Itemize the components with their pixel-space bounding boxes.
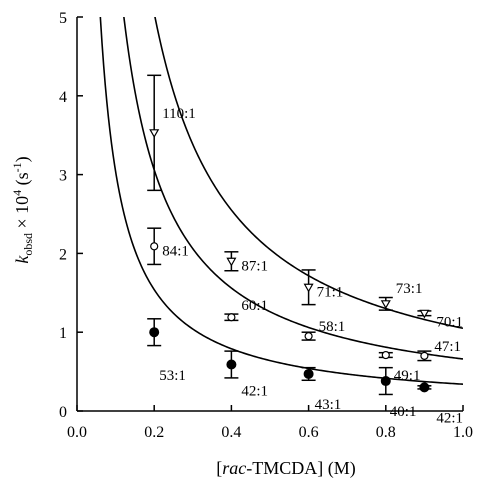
- x-axis-title-italic: rac: [222, 458, 246, 478]
- x-axis-title-part: -TMCDA] (M): [246, 458, 356, 479]
- y-tick-label: 5: [59, 10, 67, 27]
- x-tick-label: 0.0: [67, 424, 87, 441]
- data-label: 70:1: [436, 314, 463, 330]
- x-tick-label: 0.2: [144, 424, 164, 441]
- x-tick-label: 0.6: [299, 424, 319, 441]
- y-axis-title: kobsd × 104 (s-1): [10, 156, 35, 263]
- data-point-triangle: [226, 257, 237, 267]
- y-tick-label: 1: [59, 325, 67, 342]
- data-point-open-circle: [420, 351, 429, 360]
- data-point-open-circle: [381, 350, 390, 360]
- fit-curve: [99, 17, 463, 386]
- y-tick-label: 2: [59, 246, 67, 263]
- x-axis-title-part: [: [216, 458, 222, 478]
- y-axis-title-part: (s: [12, 172, 33, 190]
- data-point-triangle: [303, 283, 314, 293]
- data-point-open-circle: [304, 332, 313, 341]
- data-label: 40:1: [390, 404, 417, 420]
- x-tick-label: 0.4: [221, 424, 241, 441]
- data-label: 58:1: [319, 319, 346, 335]
- data-point-open-circle: [227, 313, 236, 322]
- data-label: 87:1: [241, 258, 268, 274]
- data-label: 73:1: [396, 281, 423, 297]
- y-axis-title-part: ): [12, 156, 33, 162]
- data-label: 60:1: [241, 298, 268, 314]
- data-point-filled-circle: [226, 359, 237, 370]
- data-label: 42:1: [241, 384, 268, 400]
- data-label: 43:1: [315, 397, 342, 413]
- y-axis-title-k: k: [12, 255, 32, 264]
- data-point-triangle: [149, 129, 160, 139]
- data-point-filled-circle: [149, 327, 160, 338]
- data-point-filled-circle: [419, 382, 430, 393]
- data-point-triangle: [380, 300, 391, 310]
- data-point-triangle: [419, 309, 430, 319]
- x-tick-label: 0.8: [376, 424, 396, 441]
- data-label: 47:1: [434, 339, 461, 355]
- plot-area: 0.0 0.2 0.4 0.6 0.8 1.0 0 1 2 3 4 5 110:1 87:1 71:1 73:…: [59, 10, 473, 441]
- y-axis-title-sup: -1: [10, 162, 24, 172]
- y-tick-label: 3: [59, 168, 67, 185]
- y-axis-title-sub: obsd: [21, 233, 35, 256]
- x-tick-label: 1.0: [453, 424, 473, 441]
- y-tick-label: 0: [59, 404, 67, 421]
- data-point-filled-circle: [380, 376, 391, 387]
- data-point-open-circle: [150, 242, 159, 251]
- data-label: 53:1: [159, 368, 186, 384]
- y-axis-title-part: × 10: [12, 196, 32, 233]
- y-axis-title-sup: 4: [10, 190, 24, 196]
- data-point-filled-circle: [303, 368, 314, 379]
- fit-curve: [154, 17, 463, 330]
- data-label: 84:1: [162, 243, 189, 259]
- data-label: 110:1: [162, 106, 196, 122]
- x-axis-title: [rac-TMCDA] (M): [216, 458, 356, 479]
- data-label: 71:1: [317, 284, 344, 300]
- y-tick-label: 4: [59, 89, 67, 106]
- data-label: 42:1: [436, 410, 463, 426]
- fit-curve: [123, 17, 463, 360]
